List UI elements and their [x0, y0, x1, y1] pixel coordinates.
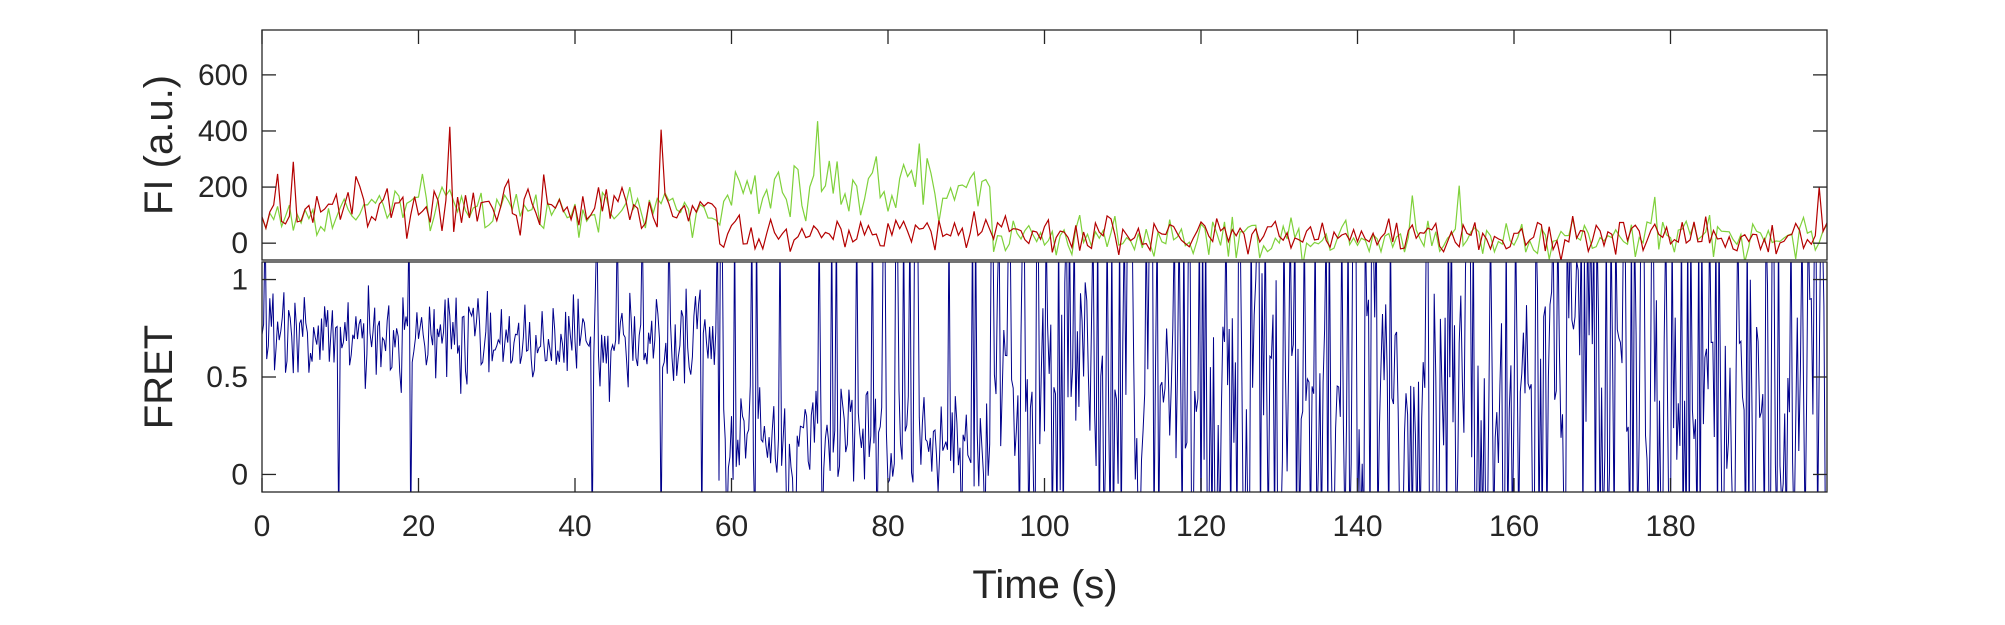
fret-panel: 00.51 0 20 40 60 80 100 120 140 160 180 FRET Time… [137, 30, 1828, 607]
fret-y-axis-label: FRET [137, 325, 181, 429]
time-x-tick-label: 80 [871, 510, 904, 543]
intensity-y-axis-label: FI (a.u.) [137, 75, 181, 215]
acceptor-intensity-trace [262, 126, 1827, 260]
time-x-tick-label: 140 [1332, 510, 1382, 543]
fret-plot-area [262, 262, 1826, 492]
time-x-ticks: 0 20 40 60 80 100 120 140 160 180 [254, 30, 1696, 543]
time-x-tick-label: 0 [254, 510, 271, 543]
fret-efficiency-trace [262, 262, 1826, 492]
time-x-tick-label: 20 [402, 510, 435, 543]
time-x-tick-label: 180 [1645, 510, 1695, 543]
time-x-tick-label: 120 [1176, 510, 1226, 543]
time-x-axis-label: Time (s) [972, 563, 1117, 607]
intensity-y-tick-label: 200 [198, 171, 248, 204]
fret-y-tick-label: 0.5 [206, 361, 248, 394]
time-x-tick-label: 100 [1019, 510, 1069, 543]
fret-y-ticks: 00.51 [206, 264, 1827, 491]
intensity-panel: 0 200 400 600 FI (a.u.) [137, 29, 1828, 261]
fret-y-tick-label: 1 [231, 264, 248, 297]
time-x-tick-label: 40 [558, 510, 591, 543]
intensity-y-tick-label: 600 [198, 59, 248, 92]
intensity-y-tick-label: 0 [231, 227, 248, 260]
time-x-tick-label: 60 [715, 510, 748, 543]
intensity-y-ticks: 0 200 400 600 [198, 59, 1827, 260]
intensity-y-tick-label: 400 [198, 115, 248, 148]
intensity-plot-area [262, 121, 1827, 260]
fret-y-tick-label: 0 [231, 458, 248, 491]
time-x-tick-label: 160 [1489, 510, 1539, 543]
